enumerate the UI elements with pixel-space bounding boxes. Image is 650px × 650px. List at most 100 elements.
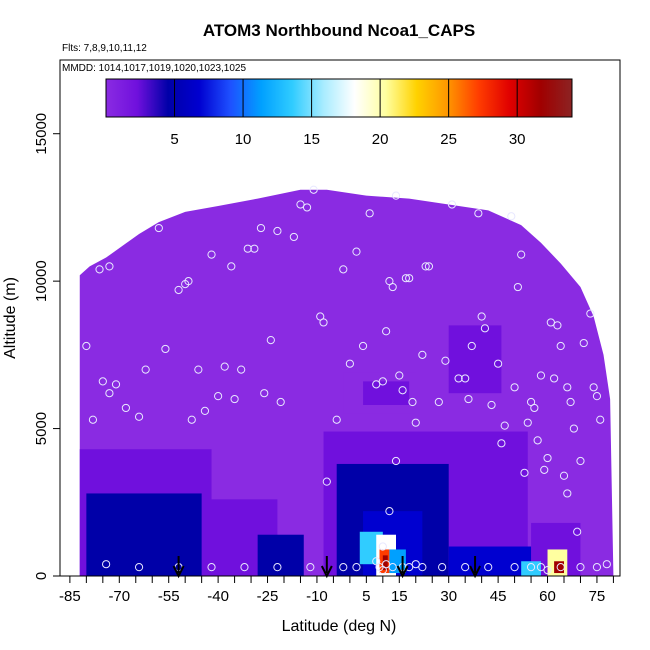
observation-point [214,392,223,401]
observation-point [134,563,144,572]
observation-point [88,415,98,424]
observation-point [566,397,575,407]
arrows [172,556,481,579]
observation-point [302,203,312,212]
plot-frame [59,59,621,577]
observation-point [227,262,236,271]
observation-point [382,560,391,569]
observation-point [447,200,457,209]
observation-point [556,563,565,572]
colorbar-tick-label: 5 [170,131,178,148]
observation-point [411,560,420,569]
observation-point [530,403,539,413]
observation-point [497,439,506,448]
observation-point [553,321,562,330]
observation-point [200,406,210,415]
observation-point [372,380,381,389]
observation-point [461,563,470,572]
observation-point [526,563,536,572]
y-axis: 0 5000 10000 15000 [33,113,60,580]
observation-point [592,563,602,572]
observation-point [576,563,585,572]
down-arrow-icon [396,556,409,579]
colorbar-tick-label: 20 [372,131,389,148]
observation-point [510,383,519,392]
observation-point [276,397,285,407]
observation-point [546,318,555,327]
observation-point [513,282,522,292]
observation-point [586,309,595,318]
feature-patch-18 [363,381,410,405]
observation-point [569,424,578,433]
observation-point [540,465,549,474]
y-tick-label: 10000 [33,260,50,302]
observation-point [421,262,430,271]
observation-point [401,274,410,283]
observation-point [592,392,602,401]
observation-point [237,365,246,374]
observation-point [507,212,516,221]
observation-point [563,489,572,498]
observation-point [523,418,532,427]
observation-point [256,223,266,233]
x-axis-label: Latitude (deg N) [282,618,397,635]
observation-point [345,359,354,368]
observation-point [220,362,229,371]
feature-patch-12 [448,546,535,576]
observation-point [141,365,150,374]
observation-point [464,394,473,404]
observation-point [230,394,239,404]
observation-point [82,341,91,351]
observation-point [352,563,361,572]
x-tick-label: -55 [158,588,180,605]
observation-point [477,312,486,321]
y-axis-label: Altitude (m) [2,277,19,359]
observation-point [102,560,111,569]
observation-point [550,374,559,383]
y-tick-label: 0 [33,572,50,580]
observation-point [358,341,368,351]
feature-patch-15 [554,561,564,574]
observation-point [194,365,203,374]
observation-point [441,356,450,365]
x-tick-label: -25 [257,588,279,605]
observation-point [510,563,519,572]
observation-point [306,563,315,572]
feature-patch-20 [468,337,495,382]
dates-label: MMDD: 1014,1017,1019,1020,1023,1025 [62,63,246,74]
observation-point [243,244,252,253]
observation-points [82,185,611,575]
observation-point [500,421,509,430]
x-axis: -85 -70 -55 -40 -25 -10 5 15 30 45 60 75 [59,576,614,605]
observation-point [105,262,114,271]
observation-point [589,383,598,392]
observation-point [517,250,526,259]
observation-point [207,563,216,572]
observation-point [322,477,331,486]
observation-point [339,563,348,572]
feature-patch-1 [86,493,202,576]
x-tick-label: -40 [207,588,229,605]
observation-point [556,341,565,351]
feature-patch-3 [257,534,304,576]
colorbar-gradient [105,78,573,118]
x-tick-label: 75 [589,588,606,605]
observation-point [579,338,588,348]
observation-point [111,380,121,389]
x-tick-label: 60 [539,588,556,605]
colorbar: 5 10 15 20 25 30 [105,78,573,148]
observation-point [559,471,569,480]
observation-point [309,185,318,194]
x-tick-label: 5 [362,588,370,605]
x-tick-label: 30 [440,588,457,605]
observation-point [332,415,341,424]
observation-point [207,250,216,259]
observation-point [388,282,397,292]
observation-point [434,397,443,407]
observation-point [105,389,114,398]
colorbar-tick-label: 25 [440,131,457,148]
observation-point [378,377,387,386]
observation-point [395,371,404,380]
observation-point [533,436,542,445]
